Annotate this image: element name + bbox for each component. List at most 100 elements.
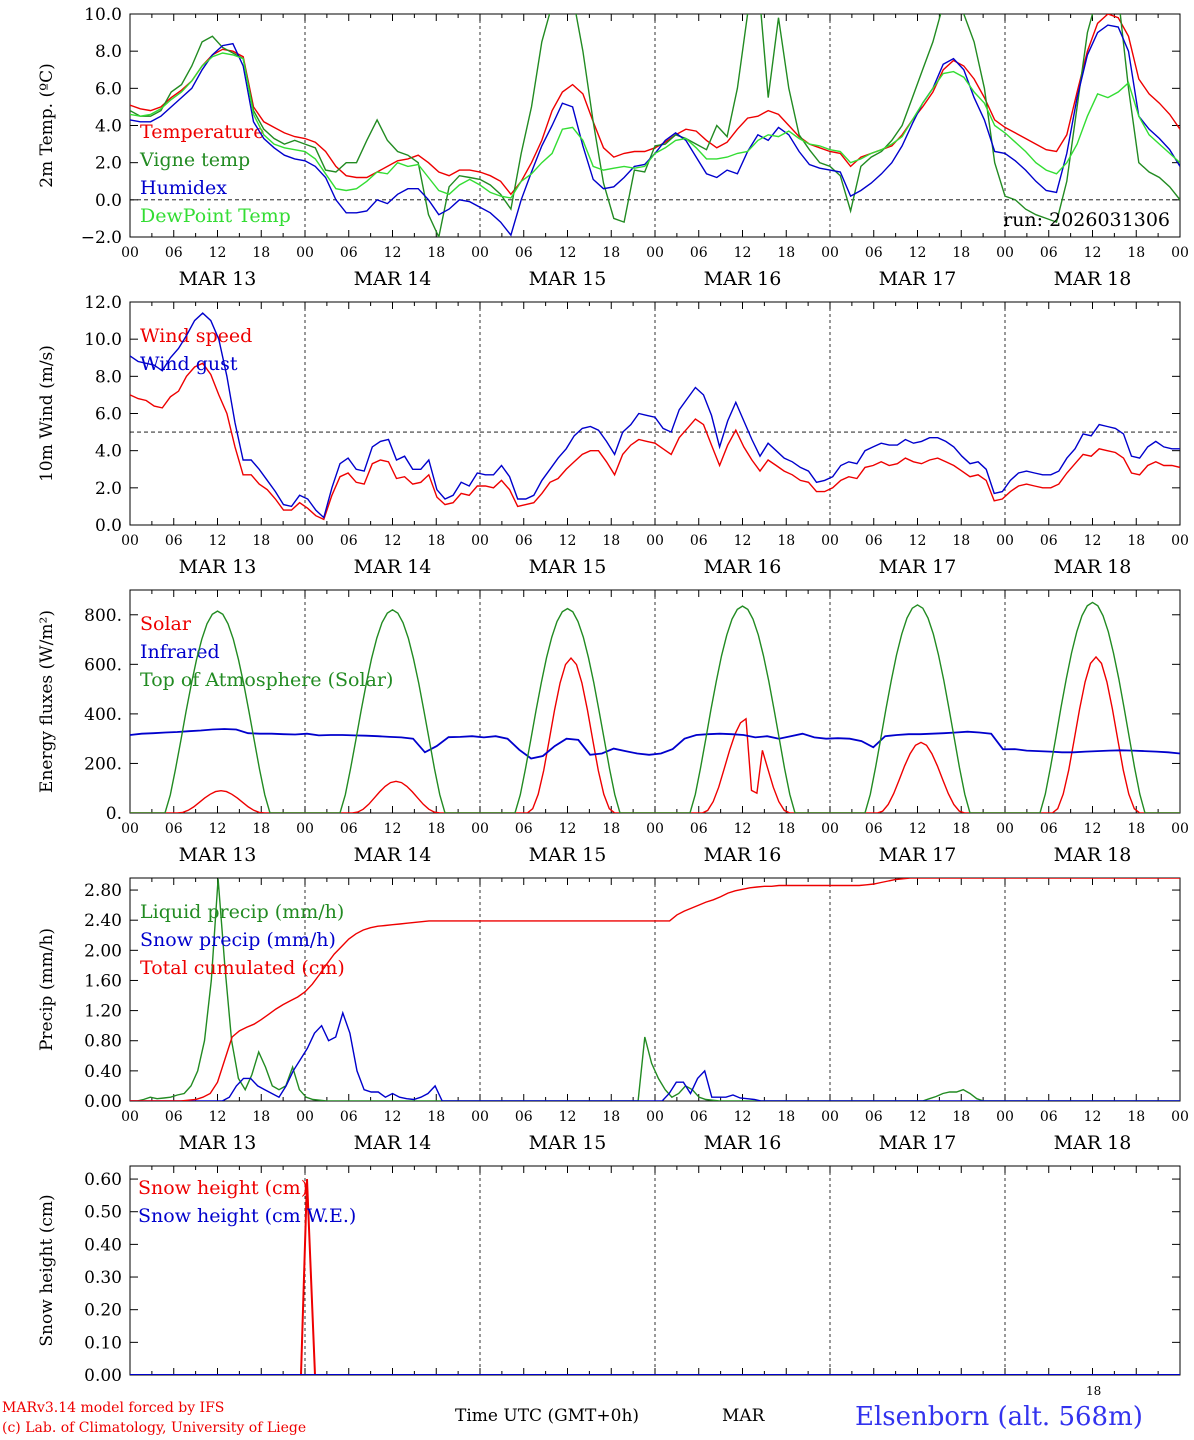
day-label: MAR 14 [354,1132,432,1154]
x-tick-label: 06 [865,821,883,837]
x-tick-label: 18 [427,245,445,261]
y-tick-label: 0.0 [95,516,122,536]
x-tick-label: 00 [821,245,839,261]
x-tick-label: 00 [821,533,839,549]
y-tick-label: 2.0 [95,154,122,174]
x-tick-label: 12 [209,821,227,837]
x-tick-label: 12 [734,1109,752,1125]
series-line-2 [130,312,1180,519]
x-tick-label: 00 [996,821,1014,837]
x-tick-label: 12 [734,245,752,261]
x-tick-label: 18 [252,533,270,549]
x-tick-label: 18 [1127,533,1145,549]
x-tick-label: 12 [209,1109,227,1125]
x-tick-label: 18 [427,533,445,549]
panel-5: 0.00 0.10 0.20 0.30 0.40 0.50 0.60 Snow height … [37,1165,1181,1386]
day-label: MAR 17 [879,268,957,290]
x-tick-label: 12 [384,1109,402,1125]
y-tick-label: 1.60 [84,971,122,991]
x-tick-label: 06 [1040,1109,1058,1125]
x-tick-label: 06 [165,533,183,549]
x-tick-label: 18 [602,245,620,261]
x-tick-label: 06 [865,533,883,549]
x-tick-label: 12 [559,533,577,549]
x-tick-label: 18 [952,1109,970,1125]
x-tick-label: 00 [1171,1109,1189,1125]
day-label: MAR 13 [179,556,257,578]
y-tick-label: 0.30 [84,1268,122,1288]
y-axis-label: Energy fluxes (W/m²) [37,610,57,793]
x-tick-label: 18 [1127,821,1145,837]
x-tick-label: 18 [252,1109,270,1125]
x-tick-label: 12 [1084,245,1102,261]
day-label: MAR 14 [354,844,432,866]
y-tick-label: 4.0 [95,117,122,137]
x-tick-label: 00 [1171,533,1189,549]
x-tick-label: 06 [690,533,708,549]
y-tick-label: 0.80 [84,1032,122,1052]
x-tick-label: 00 [821,821,839,837]
x-tick-label: 18 [777,245,795,261]
x-tick-label: 06 [340,533,358,549]
day-label: MAR 17 [879,1132,957,1154]
legend-entry: Snow precip (mm/h) [140,929,336,951]
x-tick-label: 00 [1171,245,1189,261]
day-label: MAR 14 [354,556,432,578]
x-tick-label: 18 [1127,245,1145,261]
x-tick-label: 12 [384,821,402,837]
x-tick-label: 18 [427,821,445,837]
x-tick-label: 12 [734,533,752,549]
x-tick-label: 06 [865,245,883,261]
x-tick-label: 18 [777,1109,795,1125]
day-label: MAR 15 [529,1132,607,1154]
y-tick-label: 0.00 [84,1092,122,1112]
y-tick-label: 2.00 [84,941,122,961]
y-tick-label: 2.40 [84,911,122,931]
y-axis-label: Snow height (cm) [37,1194,57,1346]
day-label: MAR 15 [529,556,607,578]
x-tick-label: 06 [340,245,358,261]
x-tick-label: 06 [340,821,358,837]
y-tick-label: 0.0 [95,191,122,211]
x-tick-label: 12 [384,245,402,261]
x-tick-label: 00 [821,1109,839,1125]
x-tick-label: 12 [559,245,577,261]
plot-frame [129,301,1181,526]
x-tick-label: 00 [646,245,664,261]
x-tick-label: 06 [515,245,533,261]
x-axis-day-marker: 18 [1086,1384,1102,1398]
y-tick-label: 0. [106,804,122,824]
x-tick-label: 12 [909,1109,927,1125]
x-tick-label: 12 [384,533,402,549]
run-annotation: run: 2026031306 [1003,209,1170,231]
series-line-1 [130,362,1180,521]
lab-credit: (c) Lab. of Climatology, University of L… [2,1420,307,1436]
x-tick-label: 18 [602,821,620,837]
x-tick-label: 00 [121,245,139,261]
day-label: MAR 15 [529,268,607,290]
x-tick-label: 00 [646,533,664,549]
x-tick-label: 06 [1040,245,1058,261]
x-tick-label: 18 [777,533,795,549]
x-tick-label: 18 [602,533,620,549]
x-tick-label: 00 [471,245,489,261]
x-tick-label: 12 [734,821,752,837]
y-tick-label: 10.0 [84,330,122,350]
x-tick-label: 06 [690,821,708,837]
y-tick-label: 0.60 [84,1170,122,1190]
x-tick-label: 00 [121,821,139,837]
y-tick-label: 0.20 [84,1301,122,1321]
x-tick-label: 00 [296,533,314,549]
day-label: MAR 16 [704,268,782,290]
x-tick-label: 06 [340,1109,358,1125]
legend-entry: Snow height (cm W.E.) [138,1205,356,1227]
y-tick-label: 800. [84,606,122,626]
x-tick-label: 00 [121,533,139,549]
plot-frame [129,13,1181,238]
x-axis-month: MAR [722,1406,765,1426]
x-tick-label: 12 [1084,1109,1102,1125]
series-line-2 [130,1010,1180,1101]
day-label: MAR 16 [704,844,782,866]
x-tick-label: 00 [471,821,489,837]
